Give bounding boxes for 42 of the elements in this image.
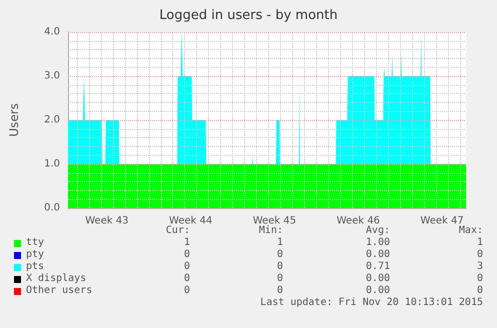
x-tick-label: Week 47 [420,216,464,226]
legend-label: X displays [26,273,86,285]
text: 0.71 [366,261,390,273]
text: 0.00 [366,249,390,261]
y-tick-label: 1.0 [44,158,60,170]
text: 0 [476,249,483,261]
text: 1 [476,237,483,249]
text: 0 [184,273,190,285]
y-tick-label: 2.0 [44,114,60,126]
text: Last update: Fri Nov 20 10:13:01 2015 [260,297,483,309]
text: 0.00 [366,285,390,297]
y-tick-label: 0.0 [44,202,60,214]
y-tick-label: 3.0 [44,70,60,82]
text: 0 [476,285,483,297]
x-tick-label: Week 46 [336,216,380,226]
text: 0.00 [366,273,390,285]
text: 0 [276,261,283,273]
text: 0 [276,273,283,285]
text: 1.00 [366,237,390,249]
text: Avg: [366,225,390,237]
text: 0 [184,249,190,261]
text: 0 [184,285,190,297]
text: 0 [276,249,283,261]
text: Cur: [166,225,190,237]
x-tick-label: Week 43 [85,216,129,226]
text: 1 [184,237,190,249]
text: 3 [476,261,483,273]
x-tick-label: Week 45 [252,216,296,226]
text: Max: [458,225,483,237]
y-tick-label: 4.0 [44,26,60,38]
x-tick-label: Week 44 [169,216,212,226]
text: 0 [184,261,190,273]
legend-label: tty [26,237,44,249]
text: Min: [258,225,283,237]
legend-label: Other users [26,285,92,297]
chart-title: Logged in users - by month [159,8,338,23]
text: 1 [276,237,283,249]
legend-label: pts [26,261,44,273]
text: 0 [276,285,283,297]
text: 0 [476,273,483,285]
legend-label: pty [26,249,44,261]
y-axis-title: Users [7,103,21,137]
